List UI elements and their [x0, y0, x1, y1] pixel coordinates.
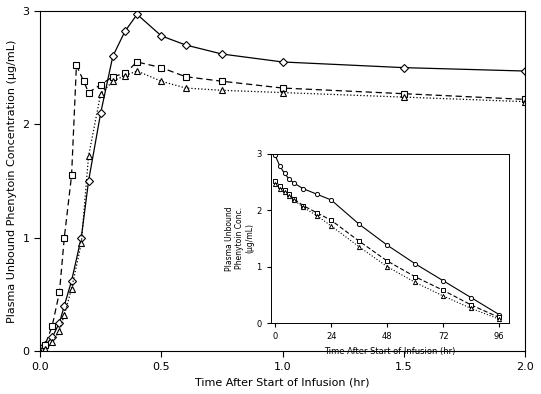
Y-axis label: Plasma Unbound
Phenytoin Conc.
(μg/mL): Plasma Unbound Phenytoin Conc. (μg/mL) [225, 206, 255, 271]
X-axis label: Time After Start of Infusion (hr): Time After Start of Infusion (hr) [195, 377, 370, 387]
X-axis label: Time After Start of Infusion (hr): Time After Start of Infusion (hr) [324, 347, 455, 356]
Y-axis label: Plasma Unbound Phenytoin Concentration (μg/mL): Plasma Unbound Phenytoin Concentration (… [7, 39, 17, 323]
